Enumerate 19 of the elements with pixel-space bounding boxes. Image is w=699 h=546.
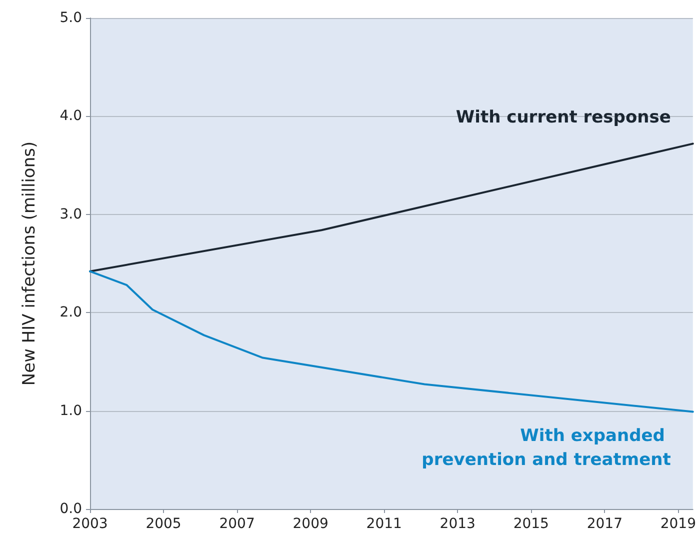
y-tick-label: 1.0 (60, 402, 82, 419)
y-tick-label: 5.0 (60, 10, 82, 26)
y-axis-title: New HIV infections (millions) (20, 141, 40, 386)
x-tick-label: 2009 (292, 516, 328, 532)
x-tick-label: 2003 (72, 516, 108, 532)
x-tick-label: 2007 (219, 516, 255, 532)
x-tick-label: 2015 (513, 516, 549, 532)
y-tick-label: 2.0 (60, 304, 82, 321)
series-label: With expanded prevention and treatment (422, 426, 671, 470)
x-tick-label: 2013 (440, 516, 476, 532)
x-tick-label: 2019 (660, 516, 696, 532)
y-tick-label: 0.0 (60, 501, 82, 517)
y-tick-label: 4.0 (60, 108, 82, 124)
series-label: With current response (456, 108, 671, 128)
x-tick-label: 2017 (586, 516, 622, 532)
x-tick-label: 2011 (366, 516, 402, 532)
y-tick-label: 3.0 (60, 206, 82, 222)
line-series (89, 270, 694, 413)
x-tick-label: 2005 (146, 516, 182, 532)
